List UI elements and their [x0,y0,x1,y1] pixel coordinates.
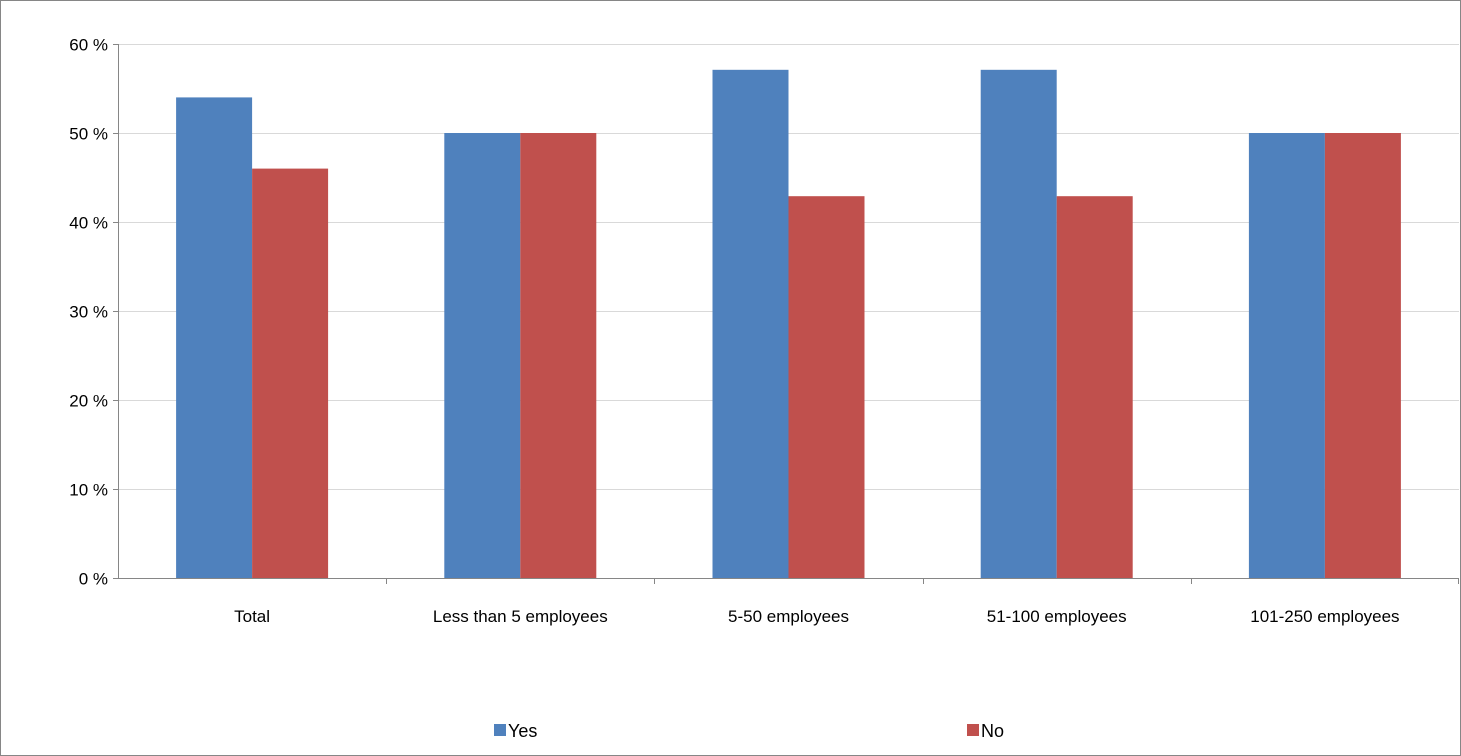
legend-swatch-no [967,724,979,736]
x-tick-label: 101-250 employees [1250,607,1399,626]
x-tick-label: 51-100 employees [987,607,1127,626]
x-tick-label: Less than 5 employees [433,607,608,626]
y-tick-label: 50 % [69,125,108,144]
legend: Yes No [494,721,1004,741]
y-tick-label: 0 % [79,570,108,589]
bar-yes-0 [176,97,253,579]
y-tick-label: 20 % [69,392,108,411]
bar-yes-2 [712,69,789,578]
y-tick-label: 40 % [69,214,108,233]
bar-no-1 [520,133,597,578]
legend-label-no: No [981,721,1004,741]
bar-no-2 [788,196,865,578]
bar-yes-1 [444,133,521,578]
x-tick-label: 5-50 employees [728,607,849,626]
bar-no-0 [252,168,329,578]
x-tick-label: Total [234,607,270,626]
x-axis: Total Less than 5 employees 5-50 employees… [118,578,1459,626]
bar-no-3 [1056,196,1133,578]
legend-swatch-yes [494,724,506,736]
bars [176,69,1401,579]
bar-yes-3 [980,69,1057,578]
legend-label-yes: Yes [508,721,537,741]
y-tick-label: 10 % [69,481,108,500]
bar-yes-4 [1248,133,1325,578]
y-tick-label: 30 % [69,303,108,322]
bar-no-4 [1324,133,1401,578]
y-tick-label: 60 % [69,36,108,55]
y-axis: 0 % 10 % 20 % 30 % 40 % 50 % 60 % [69,36,119,589]
